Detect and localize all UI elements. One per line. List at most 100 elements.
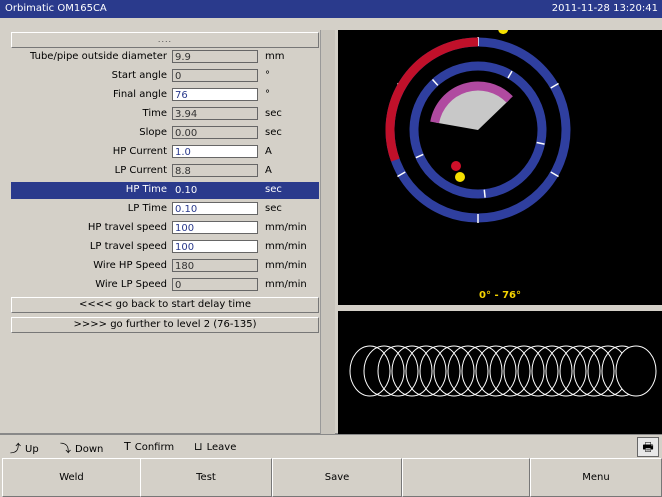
down-arrow-icon: ⤵ (60, 442, 71, 455)
inner-tick-2 (483, 189, 486, 198)
param-label: Time (142, 108, 167, 119)
weld-pulse-circle (545, 345, 587, 397)
param-value-hp-time[interactable]: 0.10 (172, 183, 258, 196)
inner-tick-1 (536, 141, 545, 145)
weld-arc (385, 37, 479, 162)
param-value-wire-hp-speed[interactable]: 180 (172, 259, 258, 272)
weld-pulse-circle (391, 345, 433, 397)
param-value-hp-current[interactable]: 1.0 (172, 145, 258, 158)
param-row-hp-current[interactable]: HP Current 1.0 A (11, 144, 319, 161)
param-row-tube-pipe-outside-diameter[interactable]: Tube/pipe outside diameter 9.9 mm (11, 49, 319, 66)
datetime: 2011-11-28 13:20:41 (551, 3, 658, 14)
start-marker (451, 161, 461, 171)
param-unit: ° (265, 70, 270, 81)
param-row-hp-travel-speed[interactable]: HP travel speed 100 mm/min (11, 220, 319, 237)
param-unit: mm/min (265, 241, 307, 252)
hint-down: ⤵ Down (60, 442, 104, 455)
weld-pulse-circle (517, 345, 559, 397)
menu-button[interactable]: Menu (530, 458, 662, 497)
param-value-hp-travel-speed[interactable]: 100 (172, 221, 258, 234)
param-label: HP travel speed (87, 222, 167, 233)
param-label: Wire LP Speed (95, 279, 167, 290)
angle-range-label: 0° - 76° (479, 290, 521, 301)
param-value-lp-current[interactable]: 8.8 (172, 164, 258, 177)
param-row-lp-time[interactable]: LP Time 0.10 sec (11, 201, 319, 218)
param-unit: ° (265, 89, 270, 100)
param-label: LP Time (127, 203, 167, 214)
leave-icon: ⊔ (194, 440, 203, 453)
param-unit: mm/min (265, 222, 307, 233)
param-value-tube-pipe-outside-diameter[interactable]: 9.9 (172, 50, 258, 63)
position-marker (498, 24, 509, 35)
printer-icon[interactable]: 🖶 (637, 437, 659, 457)
hint-confirm: Т Confirm (124, 440, 175, 453)
param-label: LP Current (114, 165, 167, 176)
weld-pulse-circle (489, 345, 531, 397)
end-marker (455, 172, 465, 182)
weld-pulse-circle (573, 345, 615, 397)
param-row-slope[interactable]: Slope 0.00 sec (11, 125, 319, 142)
param-row-final-angle[interactable]: Final angle 76 ° (11, 87, 319, 104)
hint-leave: ⊔ Leave (194, 440, 237, 453)
test-button[interactable]: Test (140, 458, 272, 497)
weld-pass-preview (338, 311, 662, 448)
param-row-wire-lp-speed[interactable]: Wire LP Speed 0 mm/min (11, 277, 319, 294)
param-value-time[interactable]: 3.94 (172, 107, 258, 120)
param-unit: A (265, 165, 272, 176)
weld-pulse-circle (531, 345, 573, 397)
inner-tick-4 (431, 78, 439, 86)
function-button-bar: Weld Test Save Menu (0, 458, 662, 497)
param-unit: sec (265, 127, 282, 138)
weld-sector-edge (430, 81, 513, 124)
scrollbar[interactable] (320, 30, 335, 434)
param-label: HP Current (112, 146, 167, 157)
param-unit: sec (265, 184, 282, 195)
weld-pulse-circle (405, 345, 447, 397)
param-row-start-angle[interactable]: Start angle 0 ° (11, 68, 319, 85)
param-value-start-angle[interactable]: 0 (172, 69, 258, 82)
header-button[interactable]: .... (11, 32, 319, 48)
param-label: Final angle (113, 89, 167, 100)
param-value-lp-travel-speed[interactable]: 100 (172, 240, 258, 253)
param-label: LP travel speed (89, 241, 167, 252)
app-title: Orbimatic OM165CA (5, 3, 107, 14)
param-value-wire-lp-speed[interactable]: 0 (172, 278, 258, 291)
param-row-lp-current[interactable]: LP Current 8.8 A (11, 163, 319, 180)
weld-pulse-circle (503, 345, 545, 397)
outer-tick-2 (550, 171, 559, 178)
weld-overlap-diagram (349, 345, 657, 397)
go-back-button[interactable]: <<<< go back to start delay time (11, 297, 319, 313)
weld-pulse-circle (461, 345, 503, 397)
param-unit: mm/min (265, 260, 307, 271)
param-row-lp-travel-speed[interactable]: LP travel speed 100 mm/min (11, 239, 319, 256)
parameter-panel: .... Tube/pipe outside diameter 9.9 mm Star… (9, 30, 337, 444)
inner-ring (409, 61, 547, 199)
param-row-wire-hp-speed[interactable]: Wire HP Speed 180 mm/min (11, 258, 319, 275)
param-value-slope[interactable]: 0.00 (172, 126, 258, 139)
param-value-lp-time[interactable]: 0.10 (172, 202, 258, 215)
weld-pulse-circle (559, 345, 601, 397)
param-label: HP Time (125, 184, 167, 195)
weld-pulse-circle (349, 345, 391, 397)
outer-tick-4 (397, 171, 406, 178)
param-unit: mm (265, 51, 285, 62)
param-row-hp-time[interactable]: HP Time 0.10 sec (11, 182, 319, 199)
up-arrow-icon: ⤴ (10, 442, 21, 455)
param-label: Tube/pipe outside diameter (30, 51, 167, 62)
title-bar: Orbimatic OM165CA 2011-11-28 13:20:41 (0, 0, 662, 18)
hint-up: ⤴ Up (10, 442, 39, 455)
weld-button[interactable]: Weld (2, 458, 141, 497)
weld-pulse-circle (475, 345, 517, 397)
weld-pulse-circle (433, 345, 475, 397)
param-unit: sec (265, 203, 282, 214)
go-forward-button[interactable]: >>>> go further to level 2 (76-135) (11, 317, 319, 333)
param-unit: sec (265, 108, 282, 119)
inner-tick-0 (507, 70, 513, 79)
key-hint-bar: ⤴ Up ⤵ Down Т Confirm ⊔ Leave 🖶 (0, 434, 662, 457)
save-button[interactable]: Save (272, 458, 402, 497)
param-value-final-angle[interactable]: 76 (172, 88, 258, 101)
weld-angle-diagram (385, 24, 571, 223)
weld-pulse-circle (363, 345, 405, 397)
param-row-time[interactable]: Time 3.94 sec (11, 106, 319, 123)
blank-button[interactable] (402, 458, 530, 497)
